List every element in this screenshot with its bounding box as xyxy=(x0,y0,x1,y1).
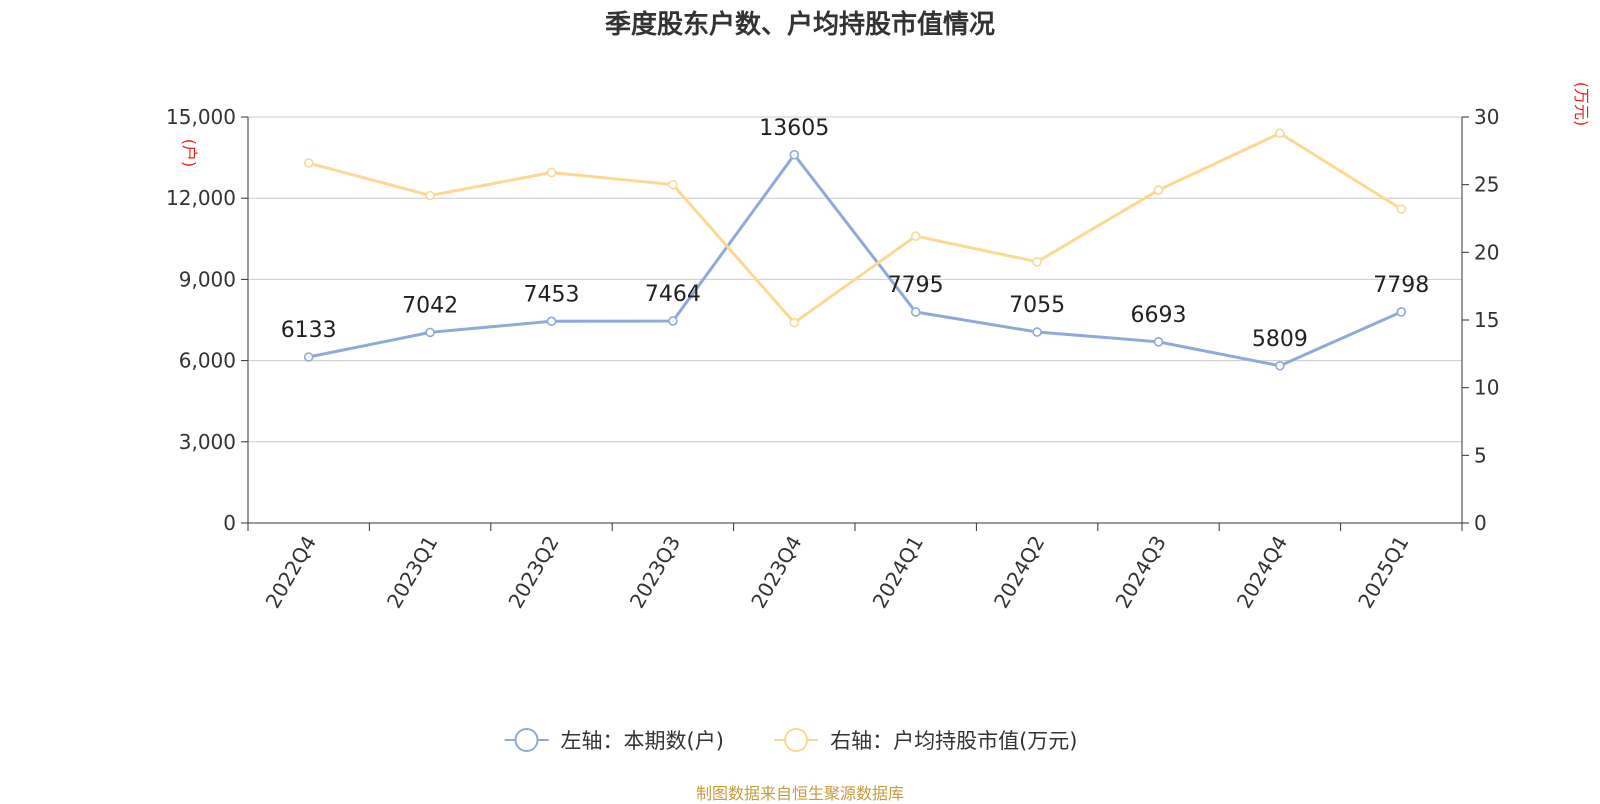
x-tick-label: 2023Q3 xyxy=(625,532,685,613)
data-point-left xyxy=(425,327,435,338)
series-layer xyxy=(303,128,1407,371)
legend-marker-circle xyxy=(514,728,539,752)
right-axis-unit: (万元) xyxy=(1572,82,1591,127)
legend-label: 左轴：本期数(户) xyxy=(561,729,724,753)
data-point-right xyxy=(668,179,678,190)
data-label: 7798 xyxy=(1373,273,1429,298)
data-point-left xyxy=(303,352,314,362)
data-label: 13605 xyxy=(759,116,829,141)
left-tick-label: 3,000 xyxy=(179,430,236,454)
source-note: 制图数据来自恒生聚源数据库 xyxy=(695,784,904,803)
data-label: 5809 xyxy=(1252,327,1308,352)
legend-item-right-series[interactable]: 右轴：户均持股市值(万元) xyxy=(774,728,1077,753)
x-tick-label: 2024Q1 xyxy=(868,532,928,613)
data-point-left xyxy=(789,149,800,160)
data-point-right xyxy=(1275,128,1285,139)
x-tick-label: 2023Q2 xyxy=(503,532,563,613)
data-point-right xyxy=(303,158,314,168)
series-line-left xyxy=(308,153,1402,368)
right-tick-label: 0 xyxy=(1474,511,1487,535)
legend-label: 右轴：户均持股市值(万元) xyxy=(830,729,1077,753)
x-tick-label: 2023Q1 xyxy=(382,532,442,613)
data-point-right xyxy=(910,231,921,241)
data-labels: 6133 7042 7453 7464 13605 7795 7055 6693 5809 779… xyxy=(281,116,1430,352)
data-label: 6693 xyxy=(1131,303,1187,328)
data-point-right xyxy=(1032,257,1042,267)
x-tick-label: 2022Q4 xyxy=(261,532,321,613)
data-point-right xyxy=(1153,185,1164,195)
series-line-right xyxy=(308,131,1403,325)
data-point-right xyxy=(546,167,557,178)
legend-marker-circle xyxy=(784,728,809,752)
left-axis-unit: (户) xyxy=(180,139,199,168)
legend[interactable]: 左轴：本期数(户) 右轴：户均持股市值(万元) xyxy=(504,728,1078,753)
right-tick-label: 25 xyxy=(1474,173,1499,197)
x-tick-label: 2024Q2 xyxy=(989,532,1049,613)
x-tick-label: 2023Q4 xyxy=(746,532,806,613)
left-tick-label: 9,000 xyxy=(179,267,236,291)
data-label: 7464 xyxy=(645,282,701,307)
left-tick-label: 12,000 xyxy=(166,186,236,210)
data-point-left xyxy=(910,307,921,317)
x-tick-label: 2024Q4 xyxy=(1232,532,1292,613)
right-tick-label: 5 xyxy=(1474,443,1487,467)
data-point-left xyxy=(1275,360,1285,371)
right-tick-label: 30 xyxy=(1474,105,1499,129)
data-label: 7453 xyxy=(524,282,580,307)
chart-title: 季度股东户数、户均持股市值情况 xyxy=(604,10,995,40)
data-label: 7795 xyxy=(888,273,944,298)
left-tick-label: 6,000 xyxy=(179,349,236,373)
left-tick-label: 0 xyxy=(223,511,236,535)
data-point-left xyxy=(546,316,557,327)
chart-area: 03,0006,0009,00012,00015,000(户)051015202… xyxy=(166,82,1591,753)
data-point-right xyxy=(425,190,435,201)
x-tick-label: 2024Q3 xyxy=(1110,532,1170,613)
data-label: 6133 xyxy=(281,318,337,343)
right-tick-label: 20 xyxy=(1474,240,1499,264)
axes: 03,0006,0009,00012,00015,000(户)051015202… xyxy=(166,82,1591,612)
data-label: 7055 xyxy=(1009,293,1065,318)
data-point-left xyxy=(1153,337,1164,347)
legend-item-left-series[interactable]: 左轴：本期数(户) xyxy=(504,728,724,753)
right-tick-label: 10 xyxy=(1474,376,1499,400)
data-point-right xyxy=(1396,204,1407,214)
left-tick-label: 15,000 xyxy=(166,105,236,129)
data-point-right xyxy=(789,317,800,328)
x-tick-label: 2025Q1 xyxy=(1353,532,1413,613)
data-point-left xyxy=(668,316,678,326)
data-label: 7042 xyxy=(402,293,458,318)
data-point-left xyxy=(1396,307,1407,317)
right-tick-label: 15 xyxy=(1474,308,1499,332)
data-point-left xyxy=(1032,327,1042,337)
